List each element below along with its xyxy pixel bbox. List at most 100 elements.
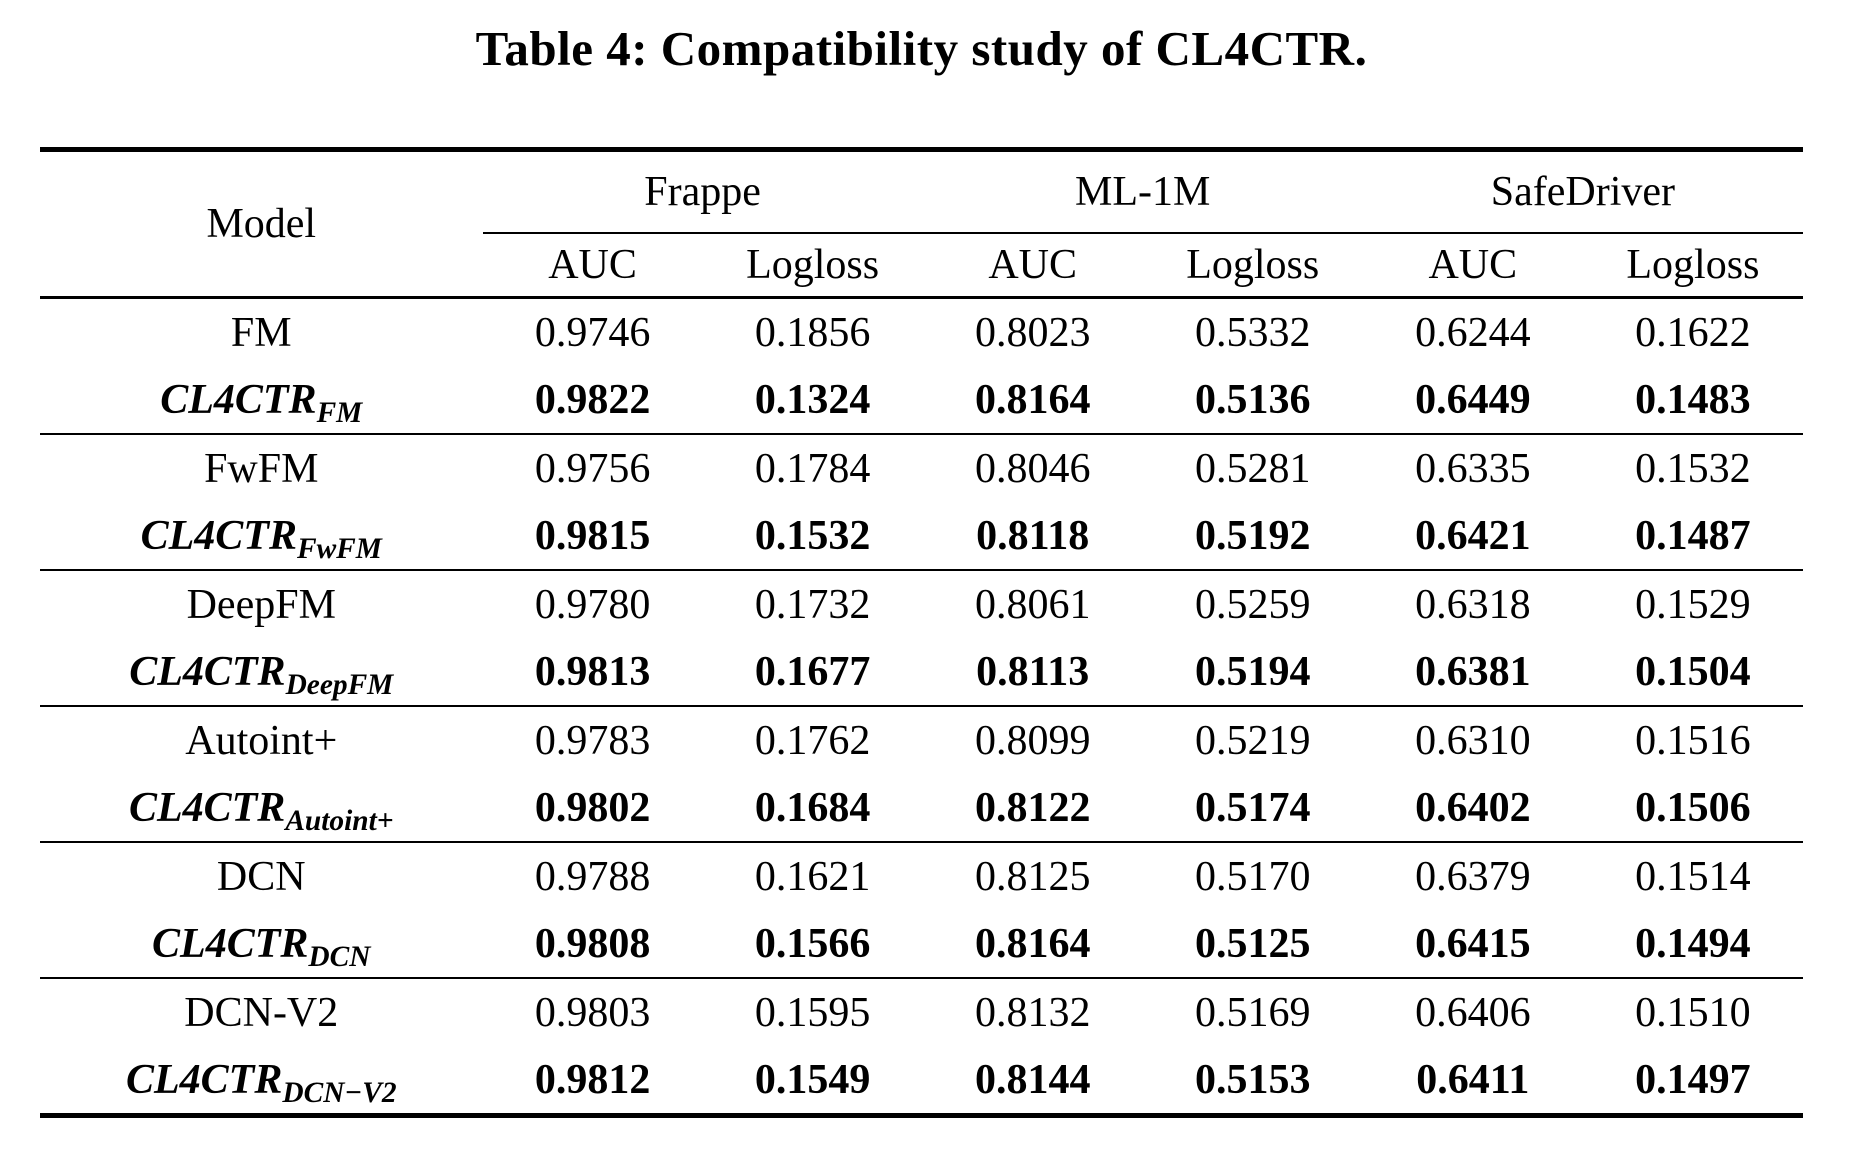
value-cell: 0.1483: [1635, 376, 1751, 423]
value-cell: 0.6318: [1362, 569, 1583, 638]
col-header-logloss: Logloss: [1142, 233, 1363, 299]
value-cell: 0.9822: [534, 376, 651, 423]
value-cell: 0.9812: [534, 1056, 651, 1103]
model-cell: FwFM: [40, 433, 483, 502]
col-header-logloss: Logloss: [702, 233, 923, 299]
value-cell: 0.6406: [1362, 977, 1583, 1046]
value-cell: 0.5194: [1195, 648, 1311, 695]
table-row: Autoint+ 0.9783 0.1762 0.8099 0.5219 0.6…: [40, 705, 1803, 774]
value-cell: 0.8099: [922, 705, 1143, 774]
value-cell: 0.6310: [1362, 705, 1583, 774]
value-cell: 0.9746: [534, 309, 651, 356]
table-caption: Table 4: Compatibility study of CL4CTR.: [475, 21, 1368, 76]
value-cell: 0.8144: [974, 1056, 1091, 1103]
model-name: DCN: [216, 853, 306, 900]
model-group-fm: FM 0.9746 0.1856 0.8023 0.5332 0.6244 0.…: [40, 298, 1803, 435]
value-cell: 0.1532: [1582, 433, 1803, 502]
value-cell: 0.5125: [1195, 920, 1311, 967]
model-subscript: FM: [316, 396, 363, 429]
model-name: DCN-V2: [184, 989, 339, 1036]
value-cell: 0.6335: [1362, 433, 1583, 502]
value-cell: 0.6402: [1415, 784, 1531, 831]
value-cell: 0.5219: [1142, 705, 1363, 774]
value-cell: 0.1732: [702, 569, 923, 638]
value-cell: 0.1622: [1635, 309, 1751, 356]
model-subscript: DCN: [308, 940, 371, 973]
table-row: FwFM 0.9756 0.1784 0.8046 0.5281 0.6335 …: [40, 433, 1803, 502]
value-cell: 0.8061: [922, 569, 1143, 638]
value-cell: 0.1494: [1635, 920, 1751, 967]
model-cell: CL4CTRDCN−V2: [40, 1046, 483, 1116]
value-cell: 0.8164: [974, 376, 1091, 423]
value-cell: 0.8046: [922, 433, 1143, 502]
value-cell: 0.6381: [1415, 648, 1531, 695]
value-cell: 0.6244: [1415, 309, 1531, 356]
value-cell: 0.9788: [482, 841, 703, 910]
table-row: DCN-V2 0.9803 0.1595 0.8132 0.5169 0.640…: [40, 977, 1803, 1046]
value-cell: 0.5136: [1195, 376, 1311, 423]
value-cell: 0.5169: [1142, 977, 1363, 1046]
table-row: CL4CTRDeepFM 0.9813 0.1677 0.8113 0.5194…: [40, 638, 1803, 706]
value-cell: 0.1549: [754, 1056, 871, 1103]
model-name: CL4CTR: [152, 920, 309, 967]
model-name: CL4CTR: [160, 376, 317, 423]
value-cell: 0.6415: [1415, 920, 1531, 967]
model-group-autoint: Autoint+ 0.9783 0.1762 0.8099 0.5219 0.6…: [40, 705, 1803, 842]
model-name: CL4CTR: [126, 1056, 283, 1103]
table-row: CL4CTRDCN−V2 0.9812 0.1549 0.8144 0.5153…: [40, 1046, 1803, 1116]
group-header-ml1m: ML-1M: [922, 149, 1363, 234]
model-subscript: FwFM: [296, 532, 382, 565]
col-header-auc: AUC: [922, 233, 1143, 299]
model-cell: CL4CTRFwFM: [40, 502, 483, 570]
value-cell: 0.1856: [754, 309, 871, 356]
value-cell: 0.8023: [974, 309, 1091, 356]
model-group-deepfm: DeepFM 0.9780 0.1732 0.8061 0.5259 0.631…: [40, 569, 1803, 706]
results-table: Model Frappe ML-1M SafeDriver AUC Loglos…: [40, 147, 1803, 1118]
value-cell: 0.1684: [754, 784, 871, 831]
model-name: CL4CTR: [129, 648, 286, 695]
model-cell: CL4CTRDeepFM: [40, 638, 483, 706]
model-name: CL4CTR: [128, 784, 286, 831]
model-cell: FM: [40, 298, 483, 367]
value-cell: 0.5153: [1195, 1056, 1311, 1103]
value-cell: 0.9813: [534, 648, 651, 695]
value-cell: 0.1504: [1635, 648, 1751, 695]
value-cell: 0.1762: [702, 705, 923, 774]
group-header-row: Model Frappe ML-1M SafeDriver: [40, 149, 1803, 299]
value-cell: 0.5192: [1195, 512, 1311, 559]
model-group-dcnv2: DCN-V2 0.9803 0.1595 0.8132 0.5169 0.640…: [40, 977, 1803, 1116]
table-row: CL4CTRDCN 0.9808 0.1566 0.8164 0.5125 0.…: [40, 910, 1803, 978]
value-cell: 0.9802: [534, 784, 651, 831]
value-cell: 0.5170: [1142, 841, 1363, 910]
model-cell: Autoint+: [40, 705, 483, 774]
col-header-logloss: Logloss: [1582, 233, 1803, 299]
model-cell: CL4CTRAutoint+: [40, 774, 483, 842]
value-cell: 0.9780: [482, 569, 703, 638]
table-row: DCN 0.9788 0.1621 0.8125 0.5170 0.6379 0…: [40, 841, 1803, 910]
value-cell: 0.5281: [1142, 433, 1363, 502]
value-cell: 0.1514: [1582, 841, 1803, 910]
metric-header-row: AUC Logloss AUC Logloss AUC Logloss: [40, 233, 1803, 299]
model-cell: CL4CTRFM: [40, 366, 483, 434]
value-cell: 0.1510: [1582, 977, 1803, 1046]
model-name: FwFM: [204, 445, 319, 492]
model-subscript: Autoint+: [285, 804, 394, 837]
value-cell: 0.8132: [922, 977, 1143, 1046]
value-cell: 0.6379: [1362, 841, 1583, 910]
group-header-frappe: Frappe: [482, 149, 923, 234]
value-cell: 0.1487: [1635, 512, 1751, 559]
model-cell: CL4CTRDCN: [40, 910, 483, 978]
col-header-auc: AUC: [482, 233, 703, 299]
value-cell: 0.6421: [1415, 512, 1531, 559]
value-cell: 0.1497: [1635, 1056, 1751, 1103]
value-cell: 0.8113: [976, 648, 1090, 695]
group-header-safedriver: SafeDriver: [1362, 149, 1803, 234]
value-cell: 0.6411: [1416, 1056, 1530, 1103]
model-cell: DCN: [40, 841, 483, 910]
table-row: DeepFM 0.9780 0.1732 0.8061 0.5259 0.631…: [40, 569, 1803, 638]
table-row: CL4CTRAutoint+ 0.9802 0.1684 0.8122 0.51…: [40, 774, 1803, 842]
value-cell: 0.9808: [534, 920, 651, 967]
value-cell: 0.1621: [702, 841, 923, 910]
model-subscript: DCN−V2: [282, 1076, 397, 1109]
